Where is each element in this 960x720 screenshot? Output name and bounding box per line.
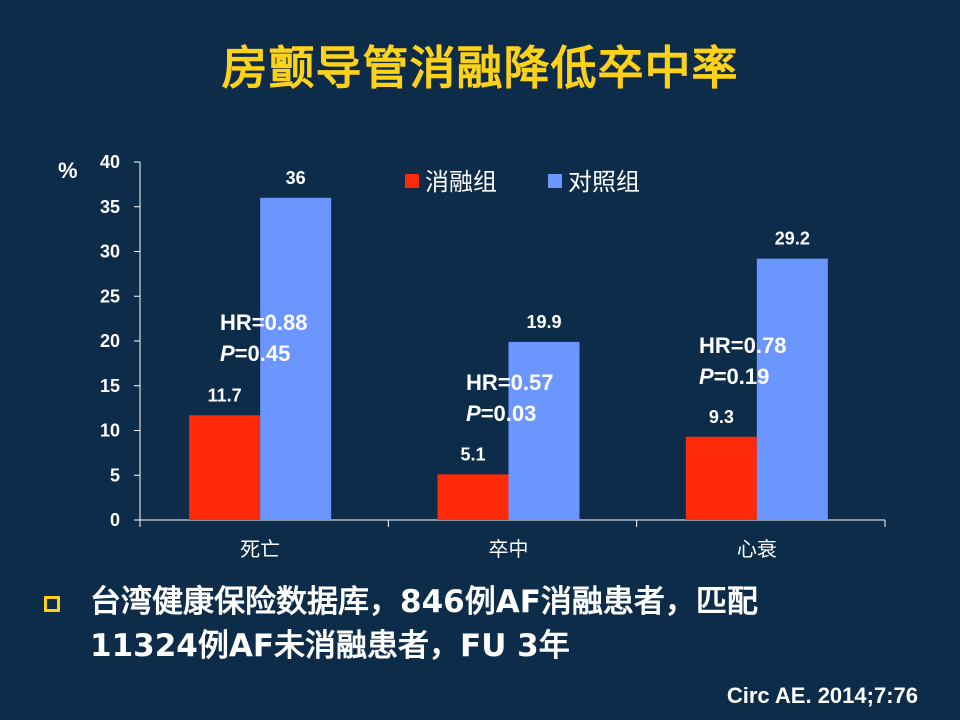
p-value: =0.45 xyxy=(235,341,291,366)
bar-ablation xyxy=(189,415,261,520)
p-value-annotation: P=0.03 xyxy=(466,401,536,426)
square-bullet-icon xyxy=(44,596,60,612)
bar-ablation xyxy=(685,436,757,520)
citation: Circ AE. 2014;7:76 xyxy=(726,683,918,708)
bullet-line-1: 台湾健康保险数据库，846例AF消融患者，匹配 xyxy=(90,584,758,620)
p-letter: P xyxy=(466,401,481,426)
legend-label: 对照组 xyxy=(568,168,640,196)
p-value-annotation: P=0.45 xyxy=(220,341,290,366)
x-category-label: 死亡 xyxy=(240,537,280,561)
legend-swatch xyxy=(405,174,419,188)
y-tick-label: 30 xyxy=(100,242,120,262)
grouped-bar-chart: 0 5 10 15 20 25 30 35 40% 11.7 36 死亡 5.1 19.9 卒中 9.3 29.… xyxy=(58,152,886,561)
y-axis-label: % xyxy=(58,158,78,183)
slide-title: 房颤导管消融降低卒中率 xyxy=(221,41,739,95)
y-tick-label: 10 xyxy=(100,421,120,441)
bar-value-label: 36 xyxy=(286,168,306,188)
legend-label: 消融组 xyxy=(425,168,497,196)
hr-annotation: HR=0.88 xyxy=(220,310,307,335)
bar-ablation xyxy=(437,474,509,520)
bullet-line-2: 11324例AF未消融患者，FU 3年 xyxy=(90,628,570,664)
x-category-label: 心衰 xyxy=(737,537,777,561)
bar-control xyxy=(756,258,828,520)
bar-value-label: 19.9 xyxy=(526,312,561,332)
hr-annotation: HR=0.57 xyxy=(466,370,553,395)
y-tick-label: 20 xyxy=(100,331,120,351)
hr-annotation: HR=0.78 xyxy=(699,333,786,358)
y-tick-label: 40 xyxy=(100,152,120,172)
y-tick-label: 5 xyxy=(110,465,120,485)
bar-value-label: 5.1 xyxy=(460,444,485,464)
p-value: =0.03 xyxy=(481,401,537,426)
bar-value-label: 11.7 xyxy=(208,385,242,405)
p-value-annotation: P=0.19 xyxy=(699,364,769,389)
y-tick-label: 0 xyxy=(110,510,120,530)
bullet-text: 台湾健康保险数据库，846例AF消融患者，匹配 11324例AF未消融患者，FU… xyxy=(90,580,940,668)
p-letter: P xyxy=(699,364,714,389)
bar-control xyxy=(508,341,580,520)
x-category-label: 卒中 xyxy=(489,537,529,561)
bar-value-label: 9.3 xyxy=(709,407,734,427)
p-letter: P xyxy=(220,341,235,366)
y-tick-label: 25 xyxy=(100,286,120,306)
legend-swatch xyxy=(548,174,562,188)
y-tick-label: 15 xyxy=(100,376,120,396)
p-value: =0.19 xyxy=(714,364,770,389)
y-tick-label: 35 xyxy=(100,197,120,217)
bar-value-label: 29.2 xyxy=(775,229,810,249)
bar-control xyxy=(260,197,332,521)
